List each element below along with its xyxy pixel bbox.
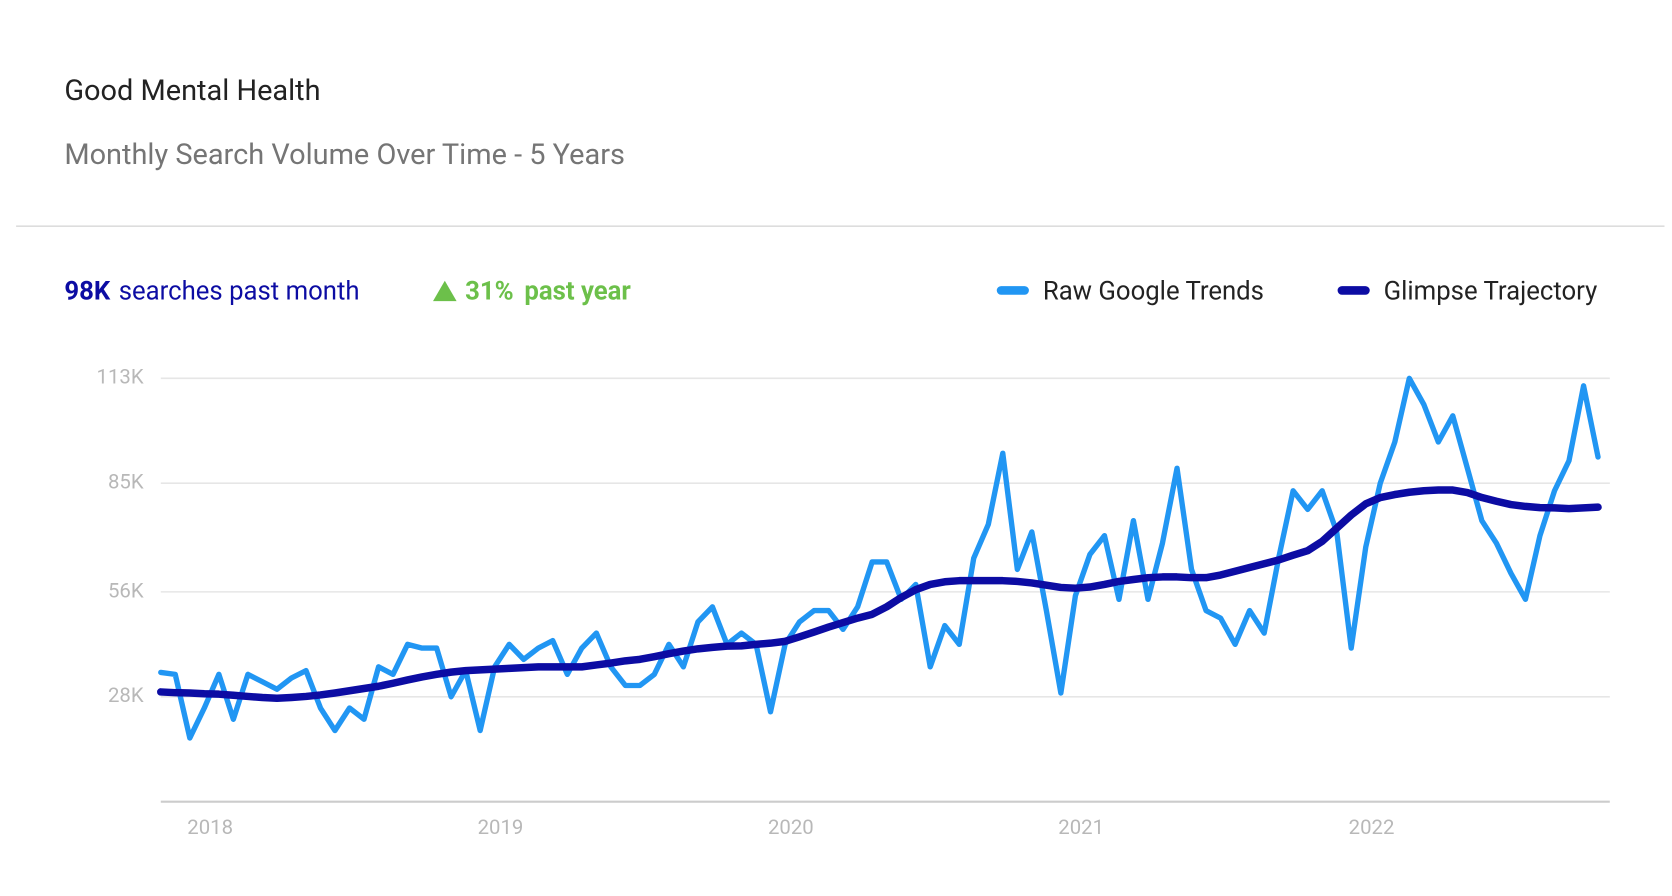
volume-stat: 98K searches past month bbox=[64, 276, 359, 306]
x-tick-label: 2020 bbox=[768, 815, 814, 839]
growth-stat: 31% past year bbox=[465, 276, 631, 306]
volume: 98K bbox=[64, 276, 111, 306]
x-tick-label: 2018 bbox=[187, 815, 233, 839]
growth: 31% bbox=[465, 276, 514, 306]
x-tick-label: 2021 bbox=[1058, 815, 1104, 839]
growth-label: past year bbox=[524, 276, 631, 306]
legend-label: Glimpse Trajectory bbox=[1384, 276, 1598, 306]
y-tick-label: 85K bbox=[108, 470, 144, 494]
series-line bbox=[157, 486, 1602, 703]
volume-label: searches past month bbox=[119, 276, 360, 306]
legend-label: Raw Google Trends bbox=[1043, 276, 1264, 306]
subtitle: Monthly Search Volume Over Time - 5 Year… bbox=[64, 138, 625, 172]
y-tick-label: 56K bbox=[108, 578, 144, 602]
x-tick-label: 2019 bbox=[478, 815, 524, 839]
y-tick-label: 113K bbox=[97, 365, 144, 389]
x-tick-label: 2022 bbox=[1349, 815, 1395, 839]
title: Good Mental Health bbox=[64, 74, 320, 108]
y-tick-label: 28K bbox=[108, 683, 144, 707]
series-line bbox=[158, 375, 1601, 741]
growth-arrow bbox=[433, 280, 457, 302]
